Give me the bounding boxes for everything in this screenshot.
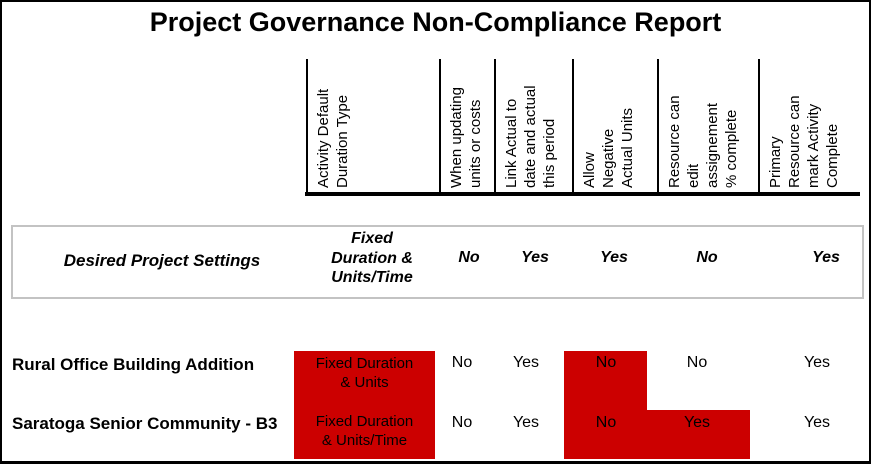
header-line: When updating bbox=[448, 87, 465, 188]
header-line: Duration Type bbox=[334, 94, 351, 188]
project-2-value-resource-edit: Yes bbox=[683, 414, 711, 431]
project-name-rural-office: Rural Office Building Addition bbox=[12, 355, 255, 374]
header-line: date and actual bbox=[522, 85, 539, 188]
column-divider bbox=[439, 59, 441, 192]
column-header-activity-default-duration-type: Activity Default Duration Type bbox=[314, 61, 352, 188]
desired-value-link-actual: Yes bbox=[521, 249, 549, 266]
project-1-value-negative-units: No bbox=[595, 354, 617, 371]
project-name-saratoga: Saratoga Senior Community - B3 bbox=[12, 414, 278, 433]
duration-type-line: & Units/Time bbox=[321, 432, 408, 449]
column-divider bbox=[306, 59, 308, 192]
header-line: Primary bbox=[767, 136, 784, 188]
header-line: Link Actual to bbox=[503, 98, 520, 188]
desired-duration-type: Fixed Duration & Units/Time bbox=[306, 229, 438, 288]
column-header-when-updating-units-or-costs: When updating units or costs bbox=[447, 61, 485, 188]
header-line: Negative bbox=[600, 128, 617, 188]
column-divider bbox=[657, 59, 659, 192]
project-2-value-negative-units: No bbox=[595, 414, 617, 431]
header-line: % complete bbox=[723, 109, 740, 188]
column-divider bbox=[758, 59, 760, 192]
project-1-value-resource-edit: No bbox=[686, 354, 708, 371]
column-divider bbox=[494, 59, 496, 192]
desired-duration-type-line: Units/Time bbox=[331, 269, 413, 286]
desired-settings-box bbox=[11, 225, 864, 299]
header-line: Complete bbox=[824, 123, 841, 188]
project-2-duration-type: Fixed Duration & Units/Time bbox=[294, 412, 435, 450]
header-line: Resource can bbox=[786, 95, 803, 188]
desired-value-resource-edit: No bbox=[696, 249, 718, 266]
duration-type-line: Fixed Duration bbox=[315, 355, 414, 372]
duration-type-line: & Units bbox=[340, 374, 389, 391]
desired-settings-label: Desired Project Settings bbox=[63, 251, 261, 270]
header-line: Resource can bbox=[666, 95, 683, 188]
project-1-value-mark-complete: Yes bbox=[803, 354, 831, 371]
project-1-value-when-updating: No bbox=[451, 354, 473, 371]
project-2-value-mark-complete: Yes bbox=[803, 414, 831, 431]
duration-type-line: Fixed Duration bbox=[315, 413, 414, 430]
violation-highlight-resource-edit bbox=[647, 410, 750, 459]
project-2-value-link-actual: Yes bbox=[512, 414, 540, 431]
project-1-duration-type: Fixed Duration & Units bbox=[294, 354, 435, 392]
violation-highlight-duration-type bbox=[294, 351, 435, 459]
column-header-link-actual-to-date: Link Actual to date and actual this peri… bbox=[502, 61, 559, 188]
desired-value-mark-complete: Yes bbox=[812, 249, 840, 266]
column-header-primary-resource-mark-complete: Primary Resource can mark Activity Compl… bbox=[766, 61, 842, 188]
column-divider bbox=[572, 59, 574, 192]
violation-highlight-negative-units bbox=[564, 351, 647, 459]
desired-duration-type-line: Duration & bbox=[331, 249, 413, 267]
header-line: this period bbox=[541, 118, 558, 188]
header-line: mark Activity bbox=[805, 103, 822, 188]
project-2-value-when-updating: No bbox=[451, 414, 473, 431]
header-line: assignement bbox=[704, 102, 721, 188]
desired-value-negative-units: Yes bbox=[600, 249, 628, 266]
column-header-allow-negative-actual-units: Allow Negative Actual Units bbox=[580, 61, 637, 188]
desired-duration-type-line: Fixed bbox=[351, 230, 393, 247]
desired-value-when-updating: No bbox=[458, 249, 480, 266]
header-line: Activity Default bbox=[315, 88, 332, 188]
column-header-resource-can-edit-assignment: Resource can edit assignement % complete bbox=[665, 61, 741, 188]
header-line: edit bbox=[685, 163, 702, 188]
header-underline bbox=[305, 192, 860, 196]
header-line: Actual Units bbox=[619, 107, 636, 188]
report-title: Project Governance Non-Compliance Report bbox=[149, 7, 722, 37]
header-line: units or costs bbox=[467, 99, 484, 188]
header-line: Allow bbox=[581, 152, 598, 188]
project-1-value-link-actual: Yes bbox=[512, 354, 540, 371]
